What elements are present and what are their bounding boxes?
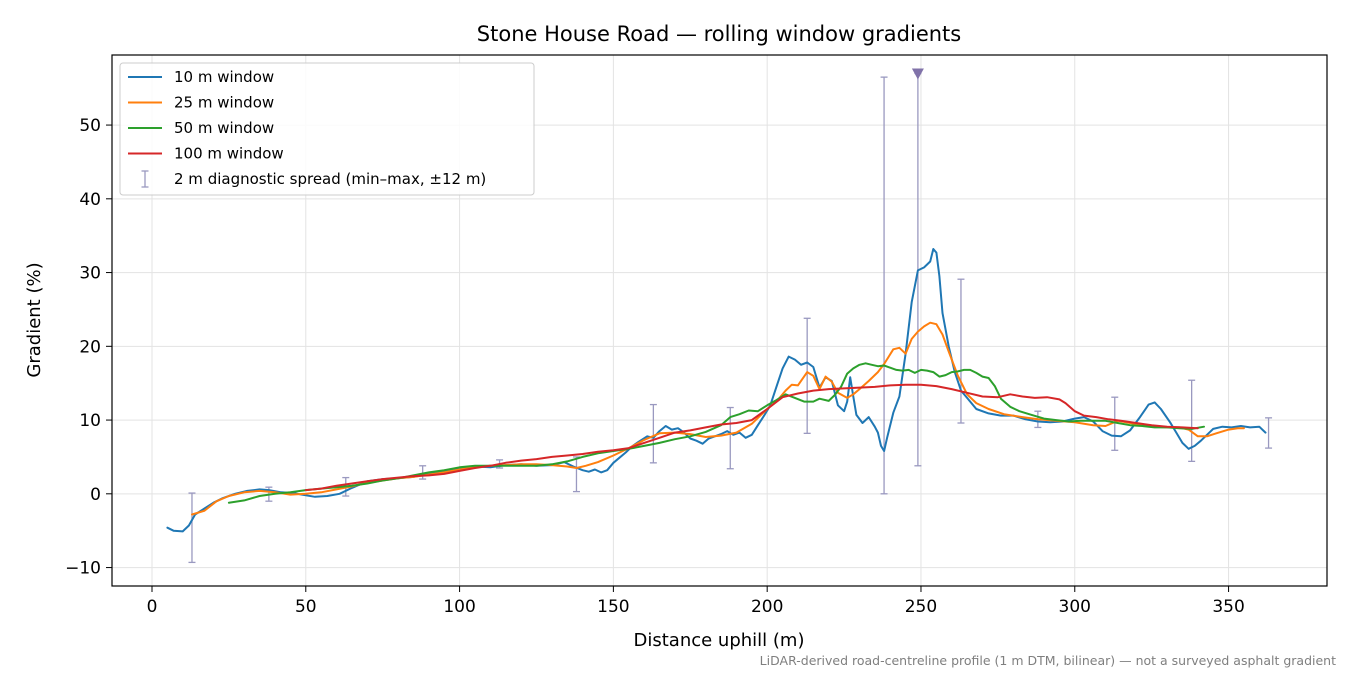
x-tick-label: 100 [443, 597, 475, 617]
y-axis-label: Gradient (%) [24, 262, 45, 377]
y-axis-ticks: −10 0 10 20 30 40 50 [65, 116, 112, 579]
x-tick-label: 300 [1059, 597, 1091, 617]
series-line-3 [227, 362, 1205, 504]
y-tick-label: 10 [79, 411, 101, 431]
legend-label: 25 m window [174, 94, 274, 112]
series-lines [166, 248, 1267, 533]
footnote: LiDAR-derived road-centreline profile (1… [760, 653, 1336, 668]
series-line-4 [304, 383, 1199, 492]
y-tick-label: 40 [79, 190, 101, 210]
legend-label: 2 m diagnostic spread (min–max, ±12 m) [174, 170, 486, 188]
x-tick-label: 150 [597, 597, 629, 617]
grid [112, 55, 1327, 586]
y-tick-label: 20 [79, 337, 101, 357]
clipped-value-marker [911, 68, 924, 80]
y-tick-label: 0 [90, 485, 101, 505]
y-tick-label: 30 [79, 264, 101, 284]
x-tick-label: 200 [751, 597, 783, 617]
x-tick-label: 50 [295, 597, 317, 617]
x-tick-label: 0 [147, 597, 158, 617]
x-tick-label: 350 [1212, 597, 1244, 617]
x-axis-label: Distance uphill (m) [634, 630, 805, 651]
plot-frame [111, 54, 1328, 587]
chart-title: Stone House Road — rolling window gradie… [477, 22, 961, 46]
legend: 10 m window 25 m window 50 m window 100 m w… [119, 62, 535, 196]
x-tick-label: 250 [905, 597, 937, 617]
series-line-1 [166, 248, 1267, 533]
legend-box [119, 62, 535, 196]
y-tick-label: 50 [79, 116, 101, 136]
x-axis-ticks: 0 50 100 150 200 250 300 350 [147, 586, 1245, 617]
legend-label: 50 m window [174, 119, 274, 137]
y-tick-label: −10 [65, 559, 101, 579]
legend-label: 10 m window [174, 68, 274, 86]
clipped-marker-layer [911, 68, 924, 80]
legend-label: 100 m window [174, 145, 284, 163]
